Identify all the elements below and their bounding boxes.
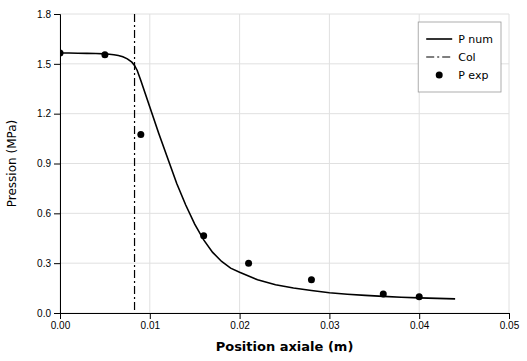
point [416,293,423,300]
plot: 0.00 0.01 0.02 0.03 0.04 0.05 0.0 0.3 0.6 0.9 1.2 1… [5,9,520,354]
x-axis: 0.00 0.01 0.02 0.03 0.04 0.05 [51,313,520,331]
y-axis-tick: 0.0 [37,308,60,319]
y-axis-tick: 1.5 [37,59,60,70]
grid-line-y [60,213,509,214]
y-axis-tick-label: 0.9 [37,158,51,169]
point [101,51,108,58]
legend-item: P num [426,33,493,46]
x-axis-tick: 0.01 [141,313,161,331]
y-axis-tick-mark [54,263,60,264]
point [245,260,252,267]
x-axis-tick: 0.02 [230,313,250,331]
x-axis-tick-mark [240,313,241,319]
y-axis-tick-mark [54,213,60,214]
y-axis-tick-mark [54,313,60,314]
x-axis-tick-mark [329,313,330,319]
y-axis: 0.0 0.3 0.6 0.9 1.2 1.5 1.8 [37,9,60,319]
y-axis-tick-mark [54,64,60,65]
y-axis-tick: 0.9 [37,158,60,169]
legend-label: Col [458,51,475,64]
legend-item: Col [426,51,475,64]
y-axis-tick-label: 0.0 [37,308,51,319]
marks [60,14,455,313]
x-axis-tick: 0.05 [500,313,520,331]
x-axis-tick-label: 0.05 [500,320,520,331]
y-axis-tick: 1.2 [37,108,60,119]
grid-line-y [60,163,509,164]
y-axis-tick-label: 1.8 [37,9,51,20]
x-axis-tick-mark [150,313,151,319]
y-axis-tick-mark [54,14,60,15]
legend-item: P exp [436,69,489,82]
line-series [60,53,455,299]
y-axis-tick-mark [54,164,60,165]
x-axis-tick-mark [509,313,510,319]
x-axis-tick: 0.03 [320,313,340,331]
vertical-line [134,14,135,313]
y-axis-line [54,15,61,314]
chart: 0.00 0.01 0.02 0.03 0.04 0.05 0.0 0.3 0.6 0.9 1.2 1… [0,0,527,361]
x-axis-line [61,314,510,320]
legend-box [418,22,501,92]
y-axis-tick-label: 1.5 [37,59,51,70]
y-axis-tick-label: 1.2 [37,108,51,119]
y-axis-tick-mark [54,114,60,115]
legend-symbol [436,72,443,79]
x-axis-tick-mark [419,313,420,319]
x-axis-tick: 0.00 [51,313,71,331]
point [380,290,387,297]
point [137,131,144,138]
legend-label: P num [458,33,493,46]
grid-line-y [60,263,509,264]
point [200,232,207,239]
x-axis-tick-label: 0.02 [230,320,250,331]
x-axis-tick-label: 0.03 [320,320,340,331]
point [60,50,64,57]
y-axis-tick: 0.6 [37,208,60,219]
point [308,276,315,283]
grid-line-y [60,14,509,15]
legend-symbol [426,56,452,57]
grid [60,14,509,313]
legend-symbol [426,38,452,40]
y-axis-tick-label: 0.3 [37,258,51,269]
y-axis-title: Pression (MPa) [5,120,19,207]
legend: P num Col P exp [418,22,501,92]
x-axis-tick-label: 0.00 [51,320,71,331]
x-axis-tick: 0.04 [410,313,430,331]
grid-line-y [60,113,509,114]
y-axis-tick-label: 0.6 [37,208,51,219]
legend-label: P exp [458,69,488,82]
x-axis-tick-label: 0.01 [141,320,161,331]
x-axis-title: Position axiale (m) [216,339,354,354]
y-axis-tick: 1.8 [37,9,60,20]
y-axis-tick: 0.3 [37,258,60,269]
x-axis-tick-label: 0.04 [410,320,430,331]
